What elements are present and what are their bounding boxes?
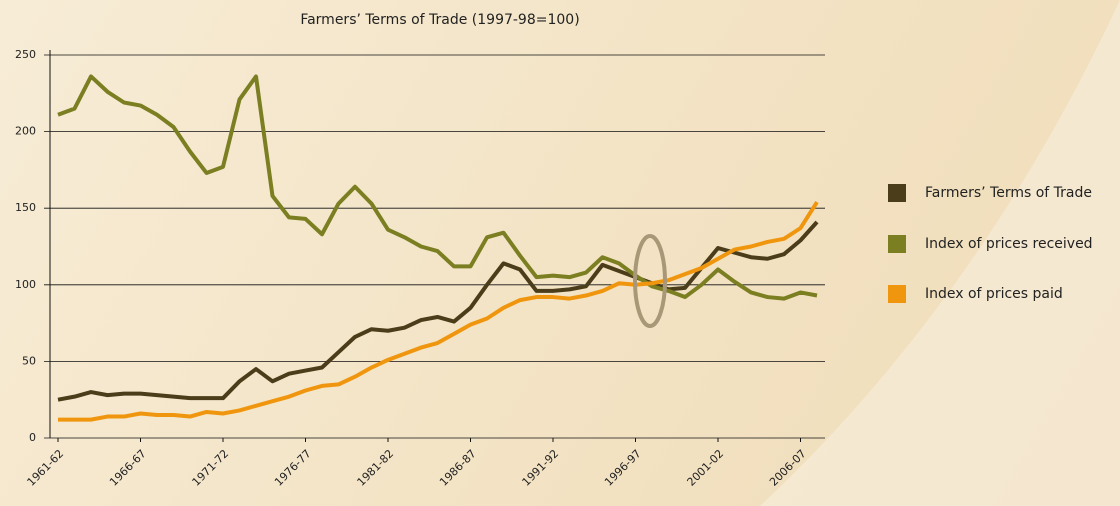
- x-tick-label: 1976-77: [272, 447, 314, 489]
- x-tick-label: 1996-97: [602, 447, 644, 489]
- line-series: [57, 220, 819, 402]
- y-tick-label: 100: [15, 278, 36, 291]
- legend-label: Index of prices paid: [925, 286, 1063, 302]
- x-tick-label: 1966-67: [107, 447, 149, 489]
- legend: Farmers’ Terms of Trade Index of prices r…: [888, 184, 1093, 303]
- y-tick-label: 0: [29, 431, 36, 444]
- chart-title: Farmers’ Terms of Trade (1997-98=100): [300, 12, 579, 28]
- legend-label: Farmers’ Terms of Trade: [925, 185, 1092, 201]
- x-tick-label: 1986-87: [437, 447, 479, 489]
- line-series: [57, 74, 818, 301]
- x-tick-label: 1961-62: [25, 447, 67, 489]
- x-tick-label: 1991-92: [520, 447, 562, 489]
- background-shape: [760, 0, 1120, 506]
- legend-swatch: [888, 235, 906, 253]
- y-tick-label: 200: [15, 125, 36, 138]
- y-tick-label: 50: [22, 354, 36, 367]
- x-tick-label: 1971-72: [190, 447, 232, 489]
- line-series: [58, 201, 819, 422]
- legend-label: Index of prices received: [925, 236, 1093, 252]
- y-tick-label: 250: [15, 48, 36, 61]
- y-tick-label: 150: [15, 201, 36, 214]
- plot: 0 50 100 150 200 250 1961-62 1966-67 1971-72 1976…: [15, 48, 825, 489]
- x-tick-label: 1981-82: [355, 447, 397, 489]
- highlight-ellipse: [633, 234, 667, 328]
- x-tick-label: 2001-02: [685, 447, 727, 489]
- legend-swatch: [888, 285, 906, 303]
- legend-swatch: [888, 184, 906, 202]
